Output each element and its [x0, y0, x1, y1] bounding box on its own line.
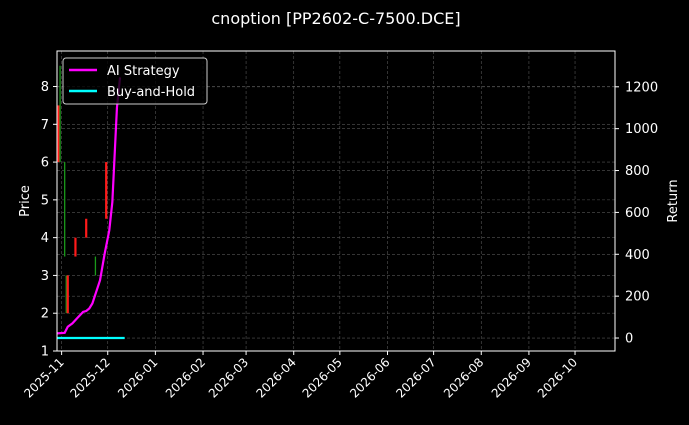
y-axis-right-label: Return	[666, 179, 681, 222]
x-tick-label: 2026-06	[347, 355, 392, 400]
x-tick-label: 2026-04	[253, 355, 298, 400]
y-tick-label: 4	[41, 231, 49, 246]
legend-box	[62, 57, 208, 105]
y-tick-label: 3	[41, 269, 49, 284]
x-tick-label: 2026-08	[441, 355, 486, 400]
x-tick-label: 2026-10	[535, 355, 580, 400]
y-right-tick-label: 200	[625, 290, 650, 305]
x-tick-label: 2026-03	[206, 355, 251, 400]
y-axis-label: Price	[18, 185, 33, 217]
y-tick-label: 6	[41, 156, 49, 171]
y-axis-left: 1 2 3 4 5 6 7 8	[41, 80, 57, 360]
legend: AI Strategy Buy-and-Hold	[62, 57, 208, 105]
chart-title: cnoption [PP2602-C-7500.DCE]	[211, 9, 460, 28]
x-tick-label: 2026-07	[393, 355, 438, 400]
x-tick-label: 2026-09	[489, 355, 534, 400]
x-tick-label: 2025-11	[21, 355, 66, 400]
y-tick-label: 1	[41, 345, 49, 360]
x-tick-label: 2026-01	[115, 355, 160, 400]
y-right-tick-label: 1200	[625, 80, 658, 95]
y-tick-label: 2	[41, 307, 49, 322]
legend-label-ai-strategy: AI Strategy	[107, 64, 180, 79]
plot-frame	[56, 50, 616, 352]
x-tick-label: 2026-02	[163, 355, 208, 400]
x-tick-label: 2025-12	[67, 355, 112, 400]
y-axis-right: 0 200 400 600 800 1000 1200	[615, 80, 658, 347]
y-right-tick-label: 1000	[625, 122, 658, 137]
y-tick-label: 7	[41, 118, 49, 133]
series-lines	[57, 77, 125, 340]
x-tick-label: 2026-05	[300, 355, 345, 400]
y-right-tick-label: 600	[625, 206, 650, 221]
legend-label-buy-and-hold: Buy-and-Hold	[107, 85, 195, 100]
y-right-tick-label: 400	[625, 248, 650, 263]
series-line-ai-strategy	[57, 77, 122, 335]
price-bars	[57, 65, 108, 314]
y-right-tick-label: 0	[625, 332, 633, 347]
y-tick-label: 5	[41, 193, 49, 208]
y-right-tick-label: 800	[625, 164, 650, 179]
y-tick-label: 8	[41, 80, 49, 95]
